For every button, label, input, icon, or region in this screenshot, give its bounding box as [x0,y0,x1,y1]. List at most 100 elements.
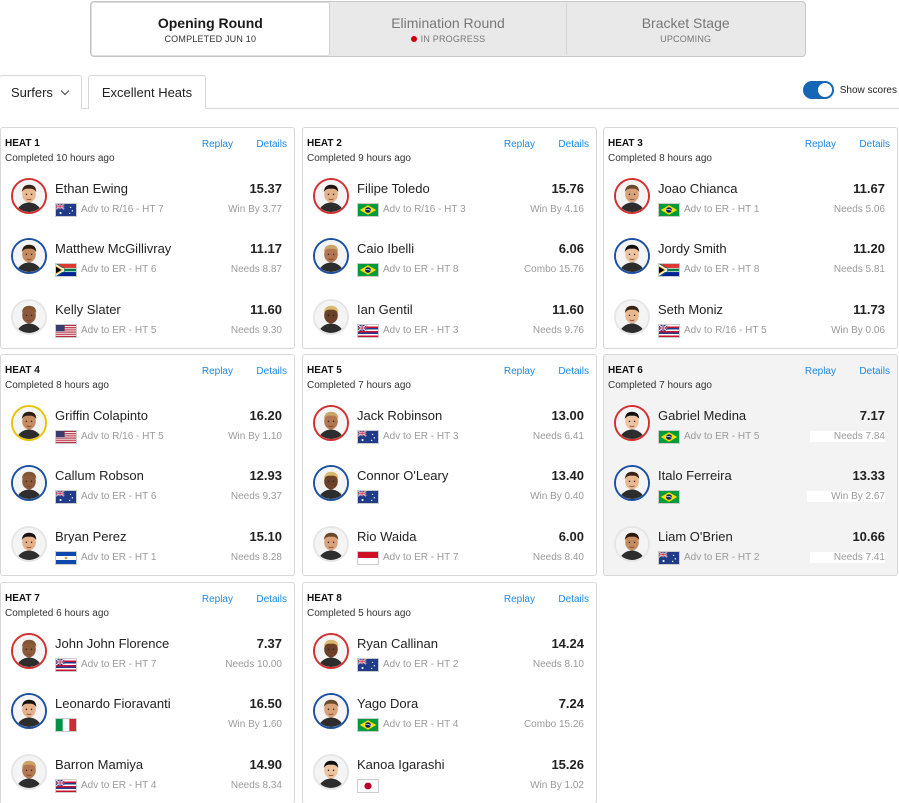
details-link[interactable]: Details [859,139,890,150]
surfer-row-ryan-callinan[interactable]: Ryan Callinan 14.24 Adv to ER - HT 2 Needs … [303,633,596,683]
surfer-score: 11.60 [250,302,282,317]
surfer-row-ian-gentil[interactable]: Ian Gentil 11.60 Adv to ER - HT 3 Needs 9.7… [303,299,596,349]
surfer-row-connor-o-leary[interactable]: Connor O'Leary 13.40 Win By 0.40 [303,465,596,515]
surfer-name: Leonardo Fioravanti [55,696,171,711]
south-africa-flag-icon [55,263,77,277]
result-text: Combo 15.26 [523,719,584,730]
advancement-text: Adv to ER - HT 2 [383,659,459,670]
replay-link[interactable]: Replay [201,366,233,377]
details-link[interactable]: Details [558,594,589,605]
surfer-row-jack-robinson[interactable]: Jack Robinson 13.00 Adv to ER - HT 3 Needs … [303,405,596,455]
replay-link[interactable]: Replay [503,366,535,377]
result-text: Needs 6.41 [532,431,584,442]
surfer-row-rio-waida[interactable]: Rio Waida 6.00 Adv to ER - HT 7 Needs 8.40 [303,526,596,576]
heat-title: HEAT 3 [608,138,643,149]
surfer-row-barron-mamiya[interactable]: Barron Mamiya 14.90 Adv to ER - HT 4 Needs … [1,754,294,803]
details-link[interactable]: Details [859,366,890,377]
avatar [11,299,47,335]
avatar [313,526,349,562]
surfer-name: Barron Mamiya [55,757,144,772]
heat-card-6: HEAT 6 Completed 7 hours ago Replay Details… [603,354,898,576]
surfer-row-joao-chianca[interactable]: Joao Chianca 11.67 Adv to ER - HT 1 Needs 5… [604,178,897,228]
details-link[interactable]: Details [256,139,287,150]
surfer-row-liam-o-brien[interactable]: Liam O'Brien 10.66 Adv to ER - HT 2 Needs 7… [604,526,897,576]
avatar [313,238,349,274]
result-text: Needs 8.87 [230,264,282,275]
surfer-row-filipe-toledo[interactable]: Filipe Toledo 15.76 Adv to R/16 - HT 3 Win … [303,178,596,228]
surfer-row-yago-dora[interactable]: Yago Dora 7.24 Adv to ER - HT 4 Combo 15.26 [303,693,596,743]
surfer-row-callum-robson[interactable]: Callum Robson 12.93 Adv to ER - HT 6 Needs … [1,465,294,515]
heat-card-2: HEAT 2 Completed 9 hours ago Replay Details… [302,127,597,349]
replay-link[interactable]: Replay [503,594,535,605]
advancement-text: Adv to ER - HT 2 [684,552,760,563]
details-link[interactable]: Details [256,594,287,605]
surfer-score: 11.67 [853,181,885,196]
surfer-row-seth-moniz[interactable]: Seth Moniz 11.73 Adv to R/16 - HT 5 Win By … [604,299,897,349]
surfer-score: 13.33 [852,468,885,483]
surfer-score: 12.93 [249,468,282,483]
surfer-row-john-john-florence[interactable]: John John Florence 7.37 Adv to ER - HT 7 Ne… [1,633,294,683]
surfers-dropdown[interactable]: Surfers [0,75,82,109]
surfer-row-leonardo-fioravanti[interactable]: Leonardo Fioravanti 16.50 Win By 1.60 [1,693,294,743]
surfer-name: Kelly Slater [55,302,121,317]
surfer-name: Matthew McGillivray [55,241,172,256]
surfer-row-ethan-ewing[interactable]: Ethan Ewing 15.37 Adv to R/16 - HT 7 Win By… [1,178,294,228]
replay-link[interactable]: Replay [201,139,233,150]
avatar [11,633,47,669]
excellent-heats-button[interactable]: Excellent Heats [88,75,206,109]
avatar [614,405,650,441]
result-text: Win By 4.16 [530,204,584,215]
show-scores-toggle[interactable] [802,81,834,99]
surfer-row-caio-ibelli[interactable]: Caio Ibelli 6.06 Adv to ER - HT 8 Combo 15.… [303,238,596,288]
avatar [313,693,349,729]
filter-row: Surfers Excellent Heats Show scores [0,75,899,109]
tab-elimination-round[interactable]: Elimination Round IN PROGRESS [328,3,567,55]
avatar [614,465,650,501]
result-text: Needs 5.81 [833,264,885,275]
details-link[interactable]: Details [558,366,589,377]
avatar [313,178,349,214]
surfer-score: 11.73 [853,302,885,317]
avatar [11,526,47,562]
replay-link[interactable]: Replay [804,366,836,377]
surfer-name: Filipe Toledo [357,181,430,196]
advancement-text: Adv to ER - HT 6 [81,491,157,502]
surfer-row-jordy-smith[interactable]: Jordy Smith 11.20 Adv to ER - HT 8 Needs 5.… [604,238,897,288]
surfer-row-kelly-slater[interactable]: Kelly Slater 11.60 Adv to ER - HT 5 Needs 9… [1,299,294,349]
details-link[interactable]: Details [558,139,589,150]
details-link[interactable]: Details [256,366,287,377]
result-text: Needs 8.40 [532,552,584,563]
replay-link[interactable]: Replay [503,139,535,150]
surfer-name: Yago Dora [357,696,419,711]
brazil-flag-icon [357,263,379,277]
surfer-row-kanoa-igarashi[interactable]: Kanoa Igarashi 15.26 Win By 1.02 [303,754,596,803]
result-text: Needs 7.84 [809,431,885,442]
surfer-row-gabriel-medina[interactable]: Gabriel Medina 7.17 Adv to ER - HT 5 Needs … [604,405,897,455]
surfer-row-matthew-mcgillivray[interactable]: Matthew McGillivray 11.17 Adv to ER - HT 6… [1,238,294,288]
surfer-score: 7.24 [558,696,584,711]
surfer-name: Jack Robinson [357,408,443,423]
surfer-name: Bryan Perez [55,529,127,544]
surfer-row-italo-ferreira[interactable]: Italo Ferreira 13.33 Win By 2.67 [604,465,897,515]
result-text: Combo 15.76 [523,264,584,275]
surfer-score: 11.60 [552,302,584,317]
surfer-row-griffin-colapinto[interactable]: Griffin Colapinto 16.20 Adv to R/16 - HT 5… [1,405,294,455]
tab-opening-round[interactable]: Opening Round COMPLETED JUN 10 [92,3,329,55]
round-name: Elimination Round [391,14,505,31]
replay-link[interactable]: Replay [804,139,836,150]
result-text: Win By 1.10 [228,431,282,442]
advancement-text: Adv to ER - HT 4 [81,780,157,791]
result-text: Needs 8.34 [230,780,282,791]
surfer-name: Seth Moniz [658,302,724,317]
tab-bracket-stage[interactable]: Bracket Stage UPCOMING [566,3,804,55]
result-text: Needs 7.41 [809,552,885,563]
surfer-score: 10.66 [852,529,885,544]
result-text: Win By 1.60 [228,719,282,730]
chevron-down-icon [60,86,70,95]
result-text: Needs 9.76 [532,325,584,336]
heat-card-8: HEAT 8 Completed 5 hours ago Replay Details… [302,582,597,803]
surfer-row-bryan-perez[interactable]: Bryan Perez 15.10 Adv to ER - HT 1 Needs 8.… [1,526,294,576]
avatar [313,633,349,669]
heat-time: Completed 9 hours ago [307,153,411,164]
replay-link[interactable]: Replay [201,594,233,605]
